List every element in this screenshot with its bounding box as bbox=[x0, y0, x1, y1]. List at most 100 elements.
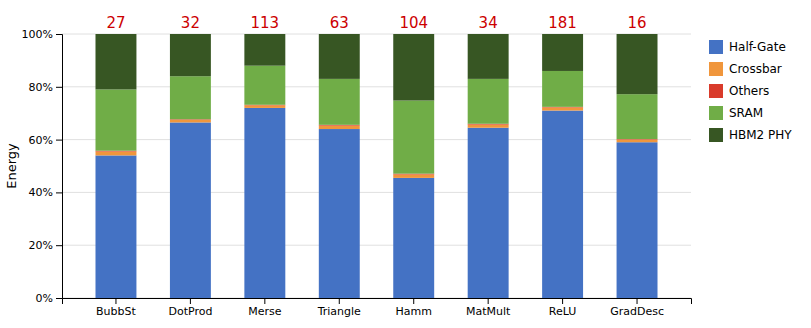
legend-label: Others bbox=[729, 84, 769, 98]
x-tick-label: Triangle bbox=[317, 305, 361, 318]
bar-segment bbox=[319, 126, 360, 129]
legend-swatch bbox=[709, 40, 723, 54]
y-tick: 20% bbox=[29, 239, 62, 252]
annotations: 27 32 113 63 104 34 181 16 bbox=[106, 14, 646, 32]
y-tick-mark bbox=[56, 298, 62, 299]
x-tick: GradDesc bbox=[610, 298, 664, 318]
y-axis-title: Energy bbox=[4, 143, 19, 189]
x-tick-mark bbox=[264, 298, 265, 304]
y-tick-label: 0% bbox=[36, 292, 53, 305]
bar-segment bbox=[170, 76, 211, 119]
y-tick-label: 40% bbox=[29, 186, 53, 199]
legend-label: HBM2 PHY bbox=[729, 128, 792, 142]
x-tick-mark bbox=[637, 298, 638, 304]
bar-segment bbox=[319, 129, 360, 298]
bars bbox=[95, 34, 657, 298]
annotation: 181 bbox=[548, 14, 577, 32]
bar-segment bbox=[468, 125, 509, 128]
bar-segment bbox=[319, 34, 360, 79]
legend-item: Crossbar bbox=[709, 62, 782, 76]
annotation: 113 bbox=[251, 14, 280, 32]
legend-swatch bbox=[709, 128, 723, 142]
bar-segment bbox=[393, 178, 434, 298]
bar-segment bbox=[542, 107, 583, 110]
y-tick-mark bbox=[56, 87, 62, 88]
plot: BubbSt DotProd Merse Triangle Hamm MatMult ReL… bbox=[4, 14, 692, 318]
y-tick: 60% bbox=[29, 134, 62, 147]
bar-segment bbox=[393, 174, 434, 177]
series bbox=[95, 108, 657, 298]
x-tick: Hamm bbox=[395, 298, 431, 318]
x-axis-line bbox=[63, 299, 692, 305]
annotation: 32 bbox=[181, 14, 200, 32]
bar-segment bbox=[244, 108, 285, 298]
y-tick: 40% bbox=[29, 186, 62, 199]
y-tick-mark bbox=[56, 140, 62, 141]
legend-item: HBM2 PHY bbox=[709, 128, 792, 142]
annotation: 34 bbox=[479, 14, 498, 32]
annotation: 63 bbox=[330, 14, 349, 32]
bar-segment bbox=[542, 34, 583, 71]
y-axis-line bbox=[56, 35, 63, 299]
x-tick-mark bbox=[190, 298, 191, 304]
x-tick-label: MatMult bbox=[466, 305, 511, 318]
y-tick-label: 100% bbox=[22, 28, 53, 41]
series bbox=[95, 66, 657, 174]
bar-segment bbox=[244, 66, 285, 105]
legend: Half-Gate Crossbar Others SRAM HBM2 PHY bbox=[709, 40, 792, 142]
bar-segment bbox=[95, 155, 136, 298]
y-tick-label: 80% bbox=[29, 81, 53, 94]
bar-segment bbox=[617, 142, 658, 298]
x-tick: ReLU bbox=[549, 298, 577, 318]
annotation: 104 bbox=[399, 14, 428, 32]
x-tick-label: BubbSt bbox=[96, 305, 136, 318]
y-tick-label: 60% bbox=[29, 134, 53, 147]
bar-segment bbox=[393, 101, 434, 174]
bar-segment bbox=[95, 151, 136, 155]
grid-line bbox=[62, 245, 691, 246]
y-axis: 0% 20% 40% 60% 80% 100% bbox=[22, 28, 63, 305]
bar-segment bbox=[617, 34, 658, 94]
legend-label: SRAM bbox=[729, 106, 763, 120]
bar-segment bbox=[468, 34, 509, 79]
grid-line bbox=[62, 86, 691, 87]
y-tick: 80% bbox=[29, 81, 62, 94]
bar-segment bbox=[468, 128, 509, 298]
x-tick-mark bbox=[115, 298, 116, 304]
bar-segment bbox=[617, 94, 658, 139]
bar-segment bbox=[542, 71, 583, 107]
legend-label: Half-Gate bbox=[729, 40, 786, 54]
bar-segment bbox=[542, 111, 583, 298]
bar-segment bbox=[617, 140, 658, 143]
annotation: 16 bbox=[627, 14, 646, 32]
x-tick: MatMult bbox=[466, 298, 511, 318]
bar-segment bbox=[468, 79, 509, 124]
legend-swatch bbox=[709, 84, 723, 98]
x-tick: BubbSt bbox=[96, 298, 136, 318]
y-tick-mark bbox=[56, 34, 62, 35]
x-tick-label: GradDesc bbox=[610, 305, 664, 318]
bar-segment bbox=[170, 122, 211, 298]
y-tick: 0% bbox=[36, 292, 62, 305]
x-tick-label: ReLU bbox=[549, 305, 577, 318]
x-tick-label: Hamm bbox=[395, 305, 431, 318]
bar-segment bbox=[393, 34, 434, 101]
x-tick: Triangle bbox=[317, 298, 361, 318]
grid bbox=[62, 34, 691, 298]
bar-segment bbox=[95, 89, 136, 150]
legend-item: Half-Gate bbox=[709, 40, 786, 54]
grid-line bbox=[62, 139, 691, 140]
bar-segment bbox=[244, 105, 285, 108]
chart: BubbSt DotProd Merse Triangle Hamm MatMult ReL… bbox=[0, 0, 811, 328]
x-tick-mark bbox=[488, 298, 489, 304]
legend-swatch bbox=[709, 106, 723, 120]
x-tick-mark bbox=[339, 298, 340, 304]
annotation: 27 bbox=[106, 14, 125, 32]
bar-segment bbox=[170, 34, 211, 76]
grid-line bbox=[62, 192, 691, 193]
x-tick: DotProd bbox=[168, 298, 212, 318]
x-tick-label: Merse bbox=[248, 305, 282, 318]
x-tick: Merse bbox=[248, 298, 282, 318]
legend-swatch bbox=[709, 62, 723, 76]
bar-segment bbox=[244, 34, 285, 66]
